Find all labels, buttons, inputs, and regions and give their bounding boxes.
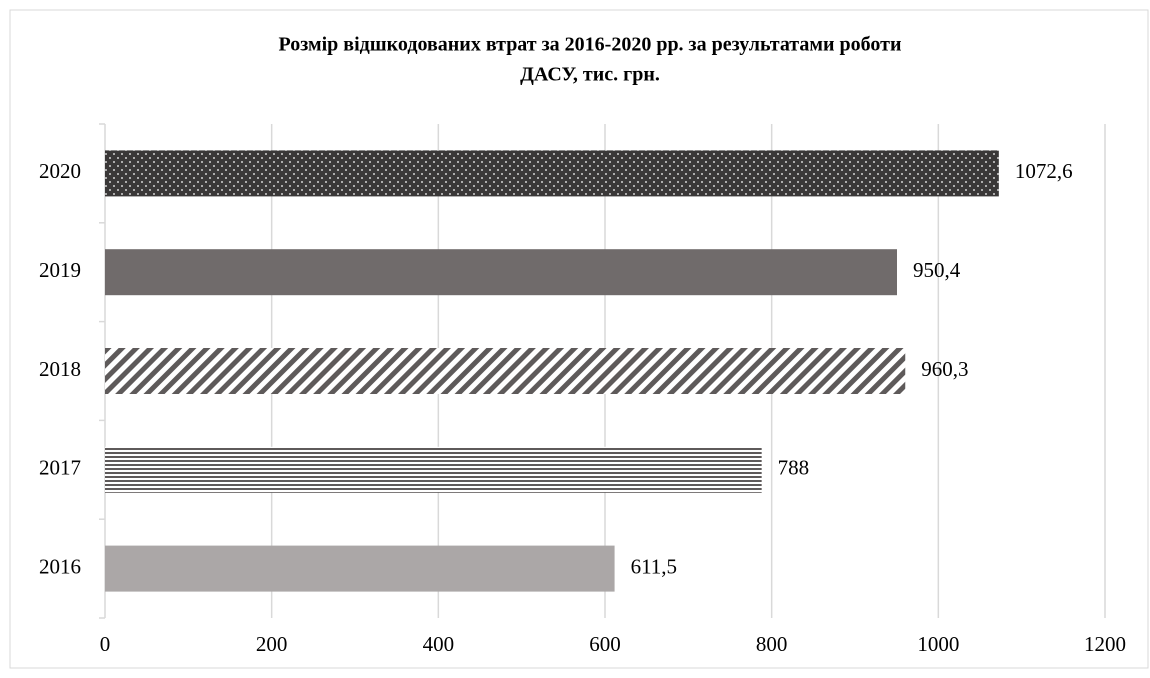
bar [105,348,906,394]
chart-title: ДАСУ, тис. грн. [520,64,660,86]
bar [105,150,999,197]
value-label: 788 [778,456,810,480]
x-tick-label: 800 [756,632,788,656]
y-tick-label: 2018 [39,357,81,381]
value-label: 611,5 [631,554,677,578]
x-tick-label: 1200 [1084,632,1126,656]
bar [105,249,897,296]
y-tick-label: 2020 [39,159,81,183]
y-tick-label: 2016 [39,554,81,578]
x-tick-label: 400 [423,632,455,656]
y-tick-label: 2019 [39,258,81,282]
bar [105,545,615,592]
x-tick-label: 600 [589,632,621,656]
chart-title: Розмір відшкодованих втрат за 2016-2020 … [279,34,902,56]
y-tick-label: 2017 [39,456,81,480]
bar [105,446,762,493]
x-tick-label: 1000 [917,632,959,656]
value-label: 950,4 [913,258,961,282]
x-tick-label: 0 [100,632,111,656]
chart-border [9,9,1149,669]
x-tick-label: 200 [256,632,288,656]
value-label: 1072,6 [1015,159,1073,183]
value-label: 960,3 [921,357,968,381]
